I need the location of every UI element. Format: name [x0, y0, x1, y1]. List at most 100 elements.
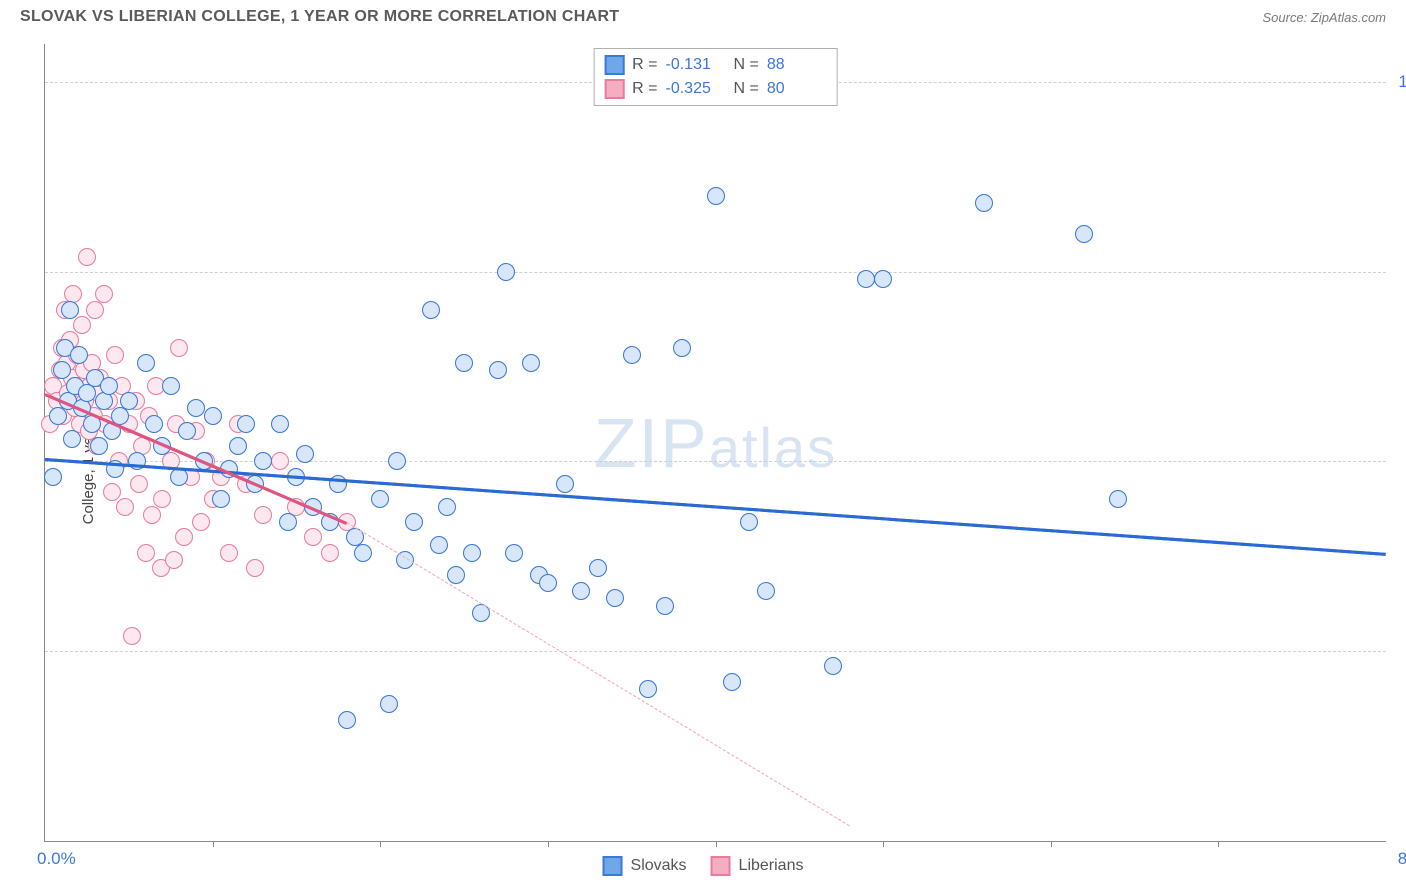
- data-point: [137, 544, 155, 562]
- data-point: [740, 513, 758, 531]
- data-point: [153, 490, 171, 508]
- data-point: [857, 270, 875, 288]
- data-point: [73, 316, 91, 334]
- data-point: [137, 354, 155, 372]
- data-point: [296, 445, 314, 463]
- data-point: [338, 711, 356, 729]
- data-point: [757, 582, 775, 600]
- x-axis-max: 80.0%: [1398, 849, 1406, 869]
- data-point: [95, 285, 113, 303]
- data-point: [192, 513, 210, 531]
- data-point: [229, 437, 247, 455]
- data-point: [220, 544, 238, 562]
- data-point: [187, 399, 205, 417]
- data-point: [162, 377, 180, 395]
- chart-area: 25.0%50.0%75.0%100.0% ZIPatlas R = -0.13…: [44, 44, 1386, 842]
- data-point: [246, 559, 264, 577]
- data-point: [572, 582, 590, 600]
- data-point: [178, 422, 196, 440]
- data-point: [656, 597, 674, 615]
- data-point: [522, 354, 540, 372]
- data-point: [145, 415, 163, 433]
- stat-label-r2: R =: [632, 80, 657, 98]
- data-point: [254, 506, 272, 524]
- stat-label-n2: N =: [734, 80, 759, 98]
- data-point: [123, 627, 141, 645]
- data-point: [321, 544, 339, 562]
- data-point: [707, 187, 725, 205]
- data-point: [422, 301, 440, 319]
- data-point: [143, 506, 161, 524]
- data-point: [130, 475, 148, 493]
- stat-value-n1: 88: [767, 56, 827, 74]
- stats-row-slovaks: R = -0.131 N = 88: [604, 53, 827, 77]
- stats-legend: R = -0.131 N = 88 R = -0.325 N = 80: [593, 48, 838, 106]
- stats-row-liberians: R = -0.325 N = 80: [604, 77, 827, 101]
- chart-title: SLOVAK VS LIBERIAN COLLEGE, 1 YEAR OR MO…: [20, 8, 619, 26]
- data-point: [170, 339, 188, 357]
- data-point: [623, 346, 641, 364]
- stat-value-r1: -0.131: [666, 56, 726, 74]
- data-point: [539, 574, 557, 592]
- legend-item-liberians: Liberians: [711, 856, 804, 876]
- data-point: [606, 589, 624, 607]
- data-point: [49, 407, 67, 425]
- stat-value-n2: 80: [767, 80, 827, 98]
- data-point: [455, 354, 473, 372]
- stat-value-r2: -0.325: [666, 80, 726, 98]
- data-point: [556, 475, 574, 493]
- data-point: [639, 680, 657, 698]
- data-point: [271, 415, 289, 433]
- legend-item-slovaks: Slovaks: [603, 856, 687, 876]
- legend-label-slovaks: Slovaks: [631, 857, 687, 875]
- data-point: [120, 392, 138, 410]
- data-point: [212, 490, 230, 508]
- data-point: [371, 490, 389, 508]
- data-point: [388, 452, 406, 470]
- data-point: [380, 695, 398, 713]
- data-point: [165, 551, 183, 569]
- data-point: [237, 415, 255, 433]
- data-point: [70, 346, 88, 364]
- data-point: [271, 452, 289, 470]
- data-point: [505, 544, 523, 562]
- swatch-icon: [711, 856, 731, 876]
- y-tick-label: 25.0%: [1392, 641, 1406, 661]
- swatch-icon: [603, 856, 623, 876]
- data-point: [489, 361, 507, 379]
- data-point: [1109, 490, 1127, 508]
- y-tick-label: 100.0%: [1392, 72, 1406, 92]
- data-point: [63, 430, 81, 448]
- source-label: Source: ZipAtlas.com: [1262, 10, 1386, 25]
- plot-region: 25.0%50.0%75.0%100.0%: [45, 44, 1386, 841]
- data-point: [589, 559, 607, 577]
- data-point: [204, 407, 222, 425]
- data-point: [116, 498, 134, 516]
- data-point: [279, 513, 297, 531]
- data-point: [497, 263, 515, 281]
- data-point: [106, 346, 124, 364]
- data-point: [90, 437, 108, 455]
- bottom-legend: Slovaks Liberians: [603, 856, 804, 876]
- stat-label-r: R =: [632, 56, 657, 74]
- y-tick-label: 75.0%: [1392, 262, 1406, 282]
- data-point: [975, 194, 993, 212]
- data-point: [824, 657, 842, 675]
- data-point: [254, 452, 272, 470]
- data-point: [874, 270, 892, 288]
- data-point: [304, 528, 322, 546]
- data-point: [673, 339, 691, 357]
- swatch-slovaks: [604, 55, 624, 75]
- stat-label-n: N =: [734, 56, 759, 74]
- legend-label-liberians: Liberians: [739, 857, 804, 875]
- swatch-liberians: [604, 79, 624, 99]
- data-point: [44, 468, 62, 486]
- data-point: [354, 544, 372, 562]
- data-point: [1075, 225, 1093, 243]
- data-point: [405, 513, 423, 531]
- data-point: [61, 301, 79, 319]
- data-point: [463, 544, 481, 562]
- data-point: [438, 498, 456, 516]
- y-tick-label: 50.0%: [1392, 451, 1406, 471]
- data-point: [723, 673, 741, 691]
